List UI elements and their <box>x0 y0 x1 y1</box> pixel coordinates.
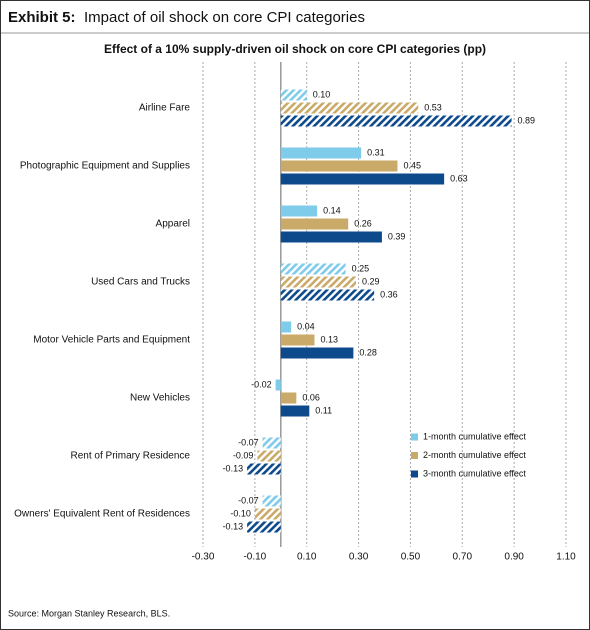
exhibit-title: Impact of oil shock on core CPI categori… <box>84 9 365 26</box>
bar <box>262 495 281 507</box>
source: Source: Morgan Stanley Research, BLS. <box>8 608 170 618</box>
x-tick-label: 0.50 <box>401 552 421 563</box>
bar <box>280 89 307 101</box>
bar <box>280 405 310 417</box>
value-label: 0.13 <box>320 334 338 344</box>
exhibit-label: Exhibit 5: <box>8 9 76 26</box>
x-tick-label: -0.10 <box>243 552 266 563</box>
bar <box>280 173 445 185</box>
bar <box>280 392 297 404</box>
value-label: -0.13 <box>223 521 244 531</box>
x-tick-label: 0.90 <box>504 552 524 563</box>
bar <box>262 437 281 449</box>
bar <box>280 160 398 172</box>
value-label: 0.63 <box>450 173 468 183</box>
value-label: -0.02 <box>251 379 272 389</box>
value-label: 0.14 <box>323 205 341 215</box>
value-label: -0.07 <box>238 437 259 447</box>
value-label: 0.29 <box>362 276 380 286</box>
x-tick-label: 0.10 <box>297 552 317 563</box>
value-label: -0.10 <box>230 508 251 518</box>
bar <box>280 321 292 333</box>
bar <box>280 263 346 275</box>
legend-swatch <box>411 452 418 459</box>
bar <box>280 205 318 217</box>
category-label: Used Cars and Trucks <box>91 277 190 288</box>
value-label: 0.31 <box>367 147 385 157</box>
x-tick-label: 1.10 <box>556 552 576 563</box>
value-label: 0.04 <box>297 321 315 331</box>
value-label: 0.89 <box>518 115 536 125</box>
x-tick-label: 0.30 <box>349 552 369 563</box>
bar <box>280 147 362 159</box>
category-label: New Vehicles <box>130 393 190 404</box>
value-label: 0.39 <box>388 231 406 241</box>
chart-title: Effect of a 10% supply-driven oil shock … <box>104 42 486 56</box>
legend-swatch <box>411 470 418 478</box>
legend-swatch <box>411 433 418 441</box>
category-label: Owners' Equivalent Rent of Residences <box>14 509 190 520</box>
category-label: Rent of Primary Residence <box>71 451 191 462</box>
bar <box>280 102 419 114</box>
bar <box>247 463 281 475</box>
bar <box>280 231 382 243</box>
legend-label: 1-month cumulative effect <box>423 431 526 441</box>
value-label: -0.09 <box>233 450 254 460</box>
bar <box>254 508 281 520</box>
bar <box>280 218 349 230</box>
legend-label: 2-month cumulative effect <box>423 450 526 460</box>
value-label: 0.25 <box>352 263 370 273</box>
bar <box>257 450 281 462</box>
category-label: Apparel <box>156 219 190 230</box>
bar <box>280 115 512 127</box>
legend-label: 3-month cumulative effect <box>423 468 526 478</box>
bar <box>280 334 315 346</box>
bar <box>275 379 281 391</box>
value-label: 0.10 <box>313 89 331 99</box>
category-label: Photographic Equipment and Supplies <box>20 161 190 172</box>
category-label: Airline Fare <box>139 103 191 114</box>
value-label: -0.07 <box>238 495 259 505</box>
x-tick-label: -0.30 <box>192 552 215 563</box>
category-label: Motor Vehicle Parts and Equipment <box>33 335 190 346</box>
value-label: 0.11 <box>315 405 332 415</box>
value-label: 0.26 <box>354 218 372 228</box>
value-label: 0.53 <box>424 102 442 112</box>
value-label: 0.36 <box>380 289 398 299</box>
bar <box>280 276 356 288</box>
x-tick-label: 0.70 <box>453 552 473 563</box>
value-label: -0.13 <box>223 463 244 473</box>
bar <box>280 289 375 301</box>
value-label: 0.28 <box>359 347 377 357</box>
bar <box>247 521 281 533</box>
value-label: 0.45 <box>403 160 421 170</box>
value-label: 0.06 <box>302 392 320 402</box>
bar <box>280 347 354 359</box>
